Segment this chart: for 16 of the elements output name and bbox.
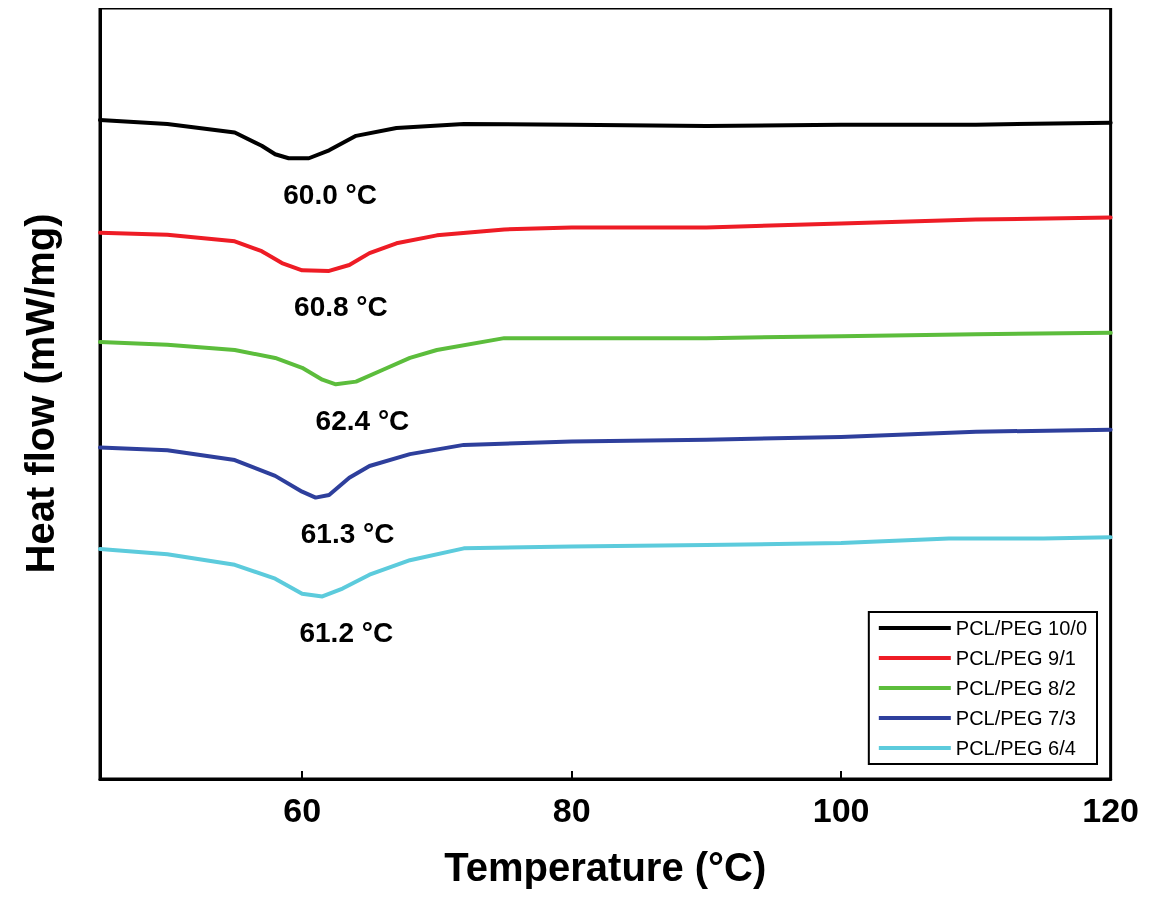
x-tick-label: 80 bbox=[552, 791, 591, 829]
legend-label: PCL/PEG 9/1 bbox=[955, 647, 1076, 669]
annotation: 62.4 °C bbox=[315, 404, 410, 436]
y-axis-title: Heat flow (mW/mg) bbox=[18, 213, 62, 574]
x-tick-label: 120 bbox=[1082, 791, 1139, 829]
annotation: 60.0 °C bbox=[283, 178, 377, 210]
annotation: 61.3 °C bbox=[300, 518, 395, 550]
x-tick-label: 100 bbox=[812, 791, 870, 829]
x-tick-label: 60 bbox=[283, 791, 322, 829]
legend-label: PCL/PEG 10/0 bbox=[955, 617, 1088, 639]
annotation: 60.8 °C bbox=[294, 291, 388, 323]
legend-label: PCL/PEG 6/4 bbox=[955, 737, 1076, 759]
legend-label: PCL/PEG 7/3 bbox=[955, 707, 1076, 729]
x-axis-title: Temperature (°C) bbox=[444, 845, 767, 889]
legend-label: PCL/PEG 8/2 bbox=[955, 677, 1076, 699]
annotation: 61.2 °C bbox=[299, 616, 394, 648]
